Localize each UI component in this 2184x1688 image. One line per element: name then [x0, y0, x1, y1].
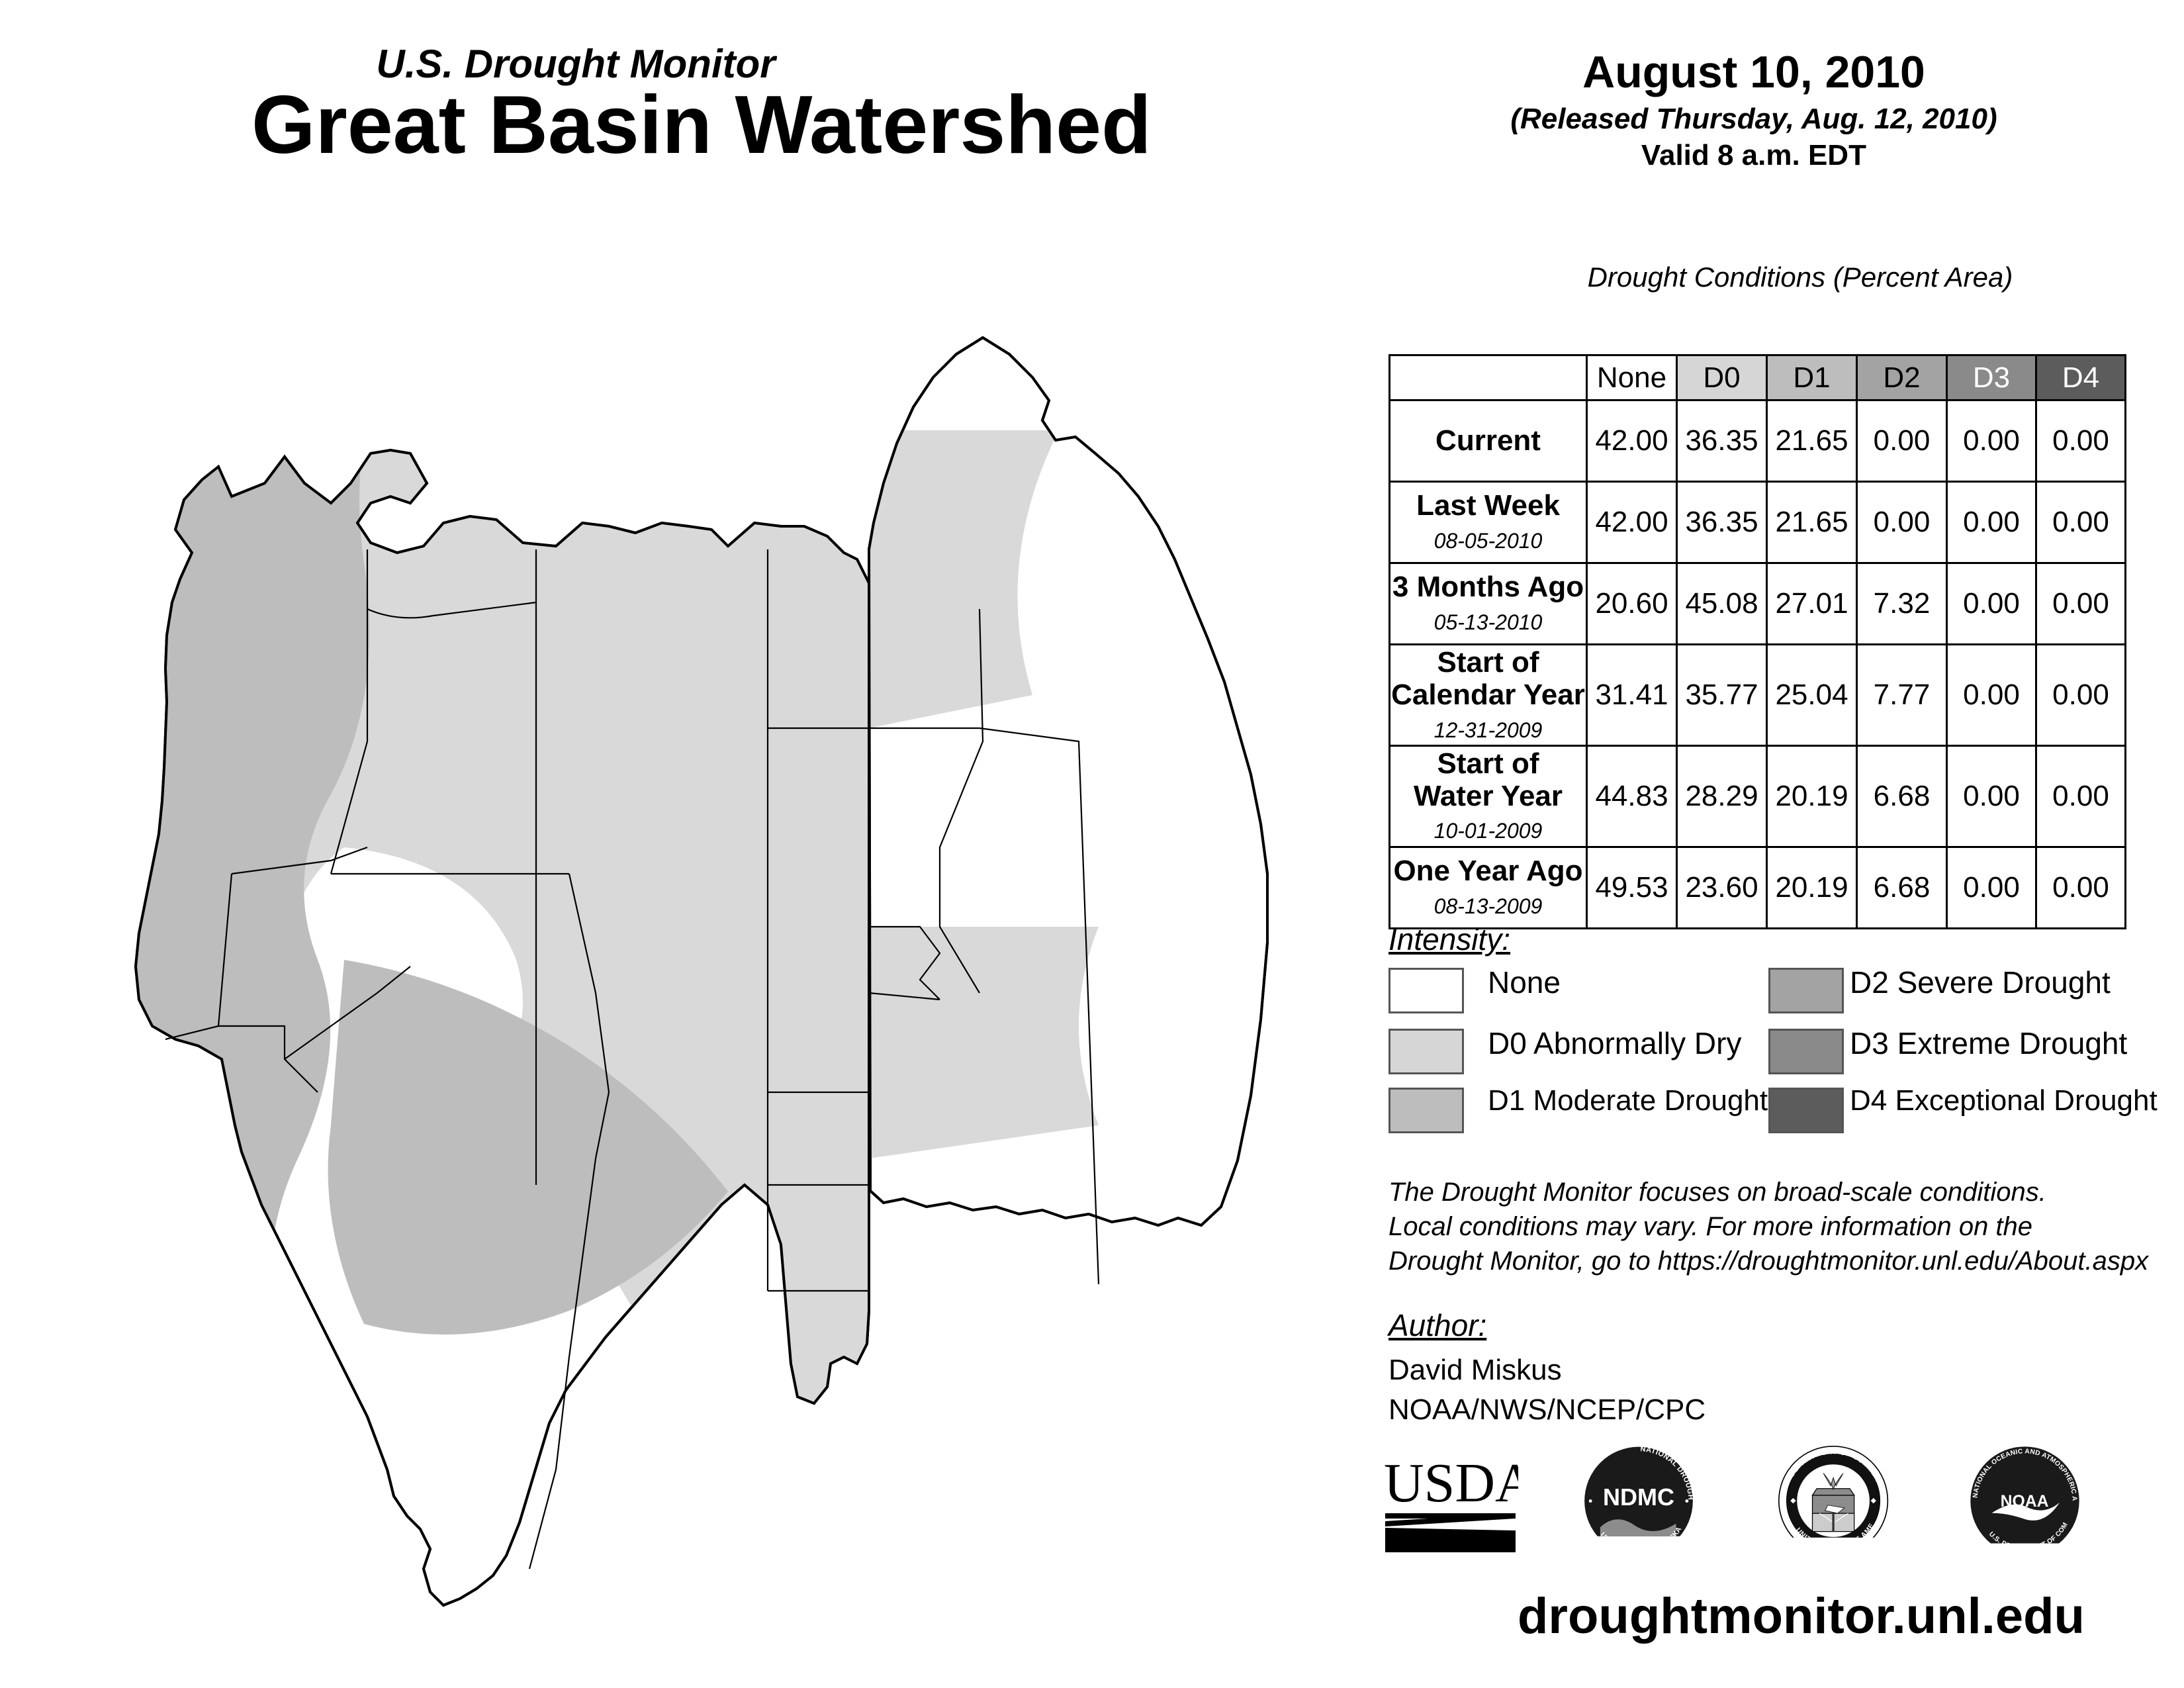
svg-text:USDA: USDA — [1384, 1452, 1518, 1514]
svg-text:NDMC: NDMC — [1603, 1483, 1674, 1511]
